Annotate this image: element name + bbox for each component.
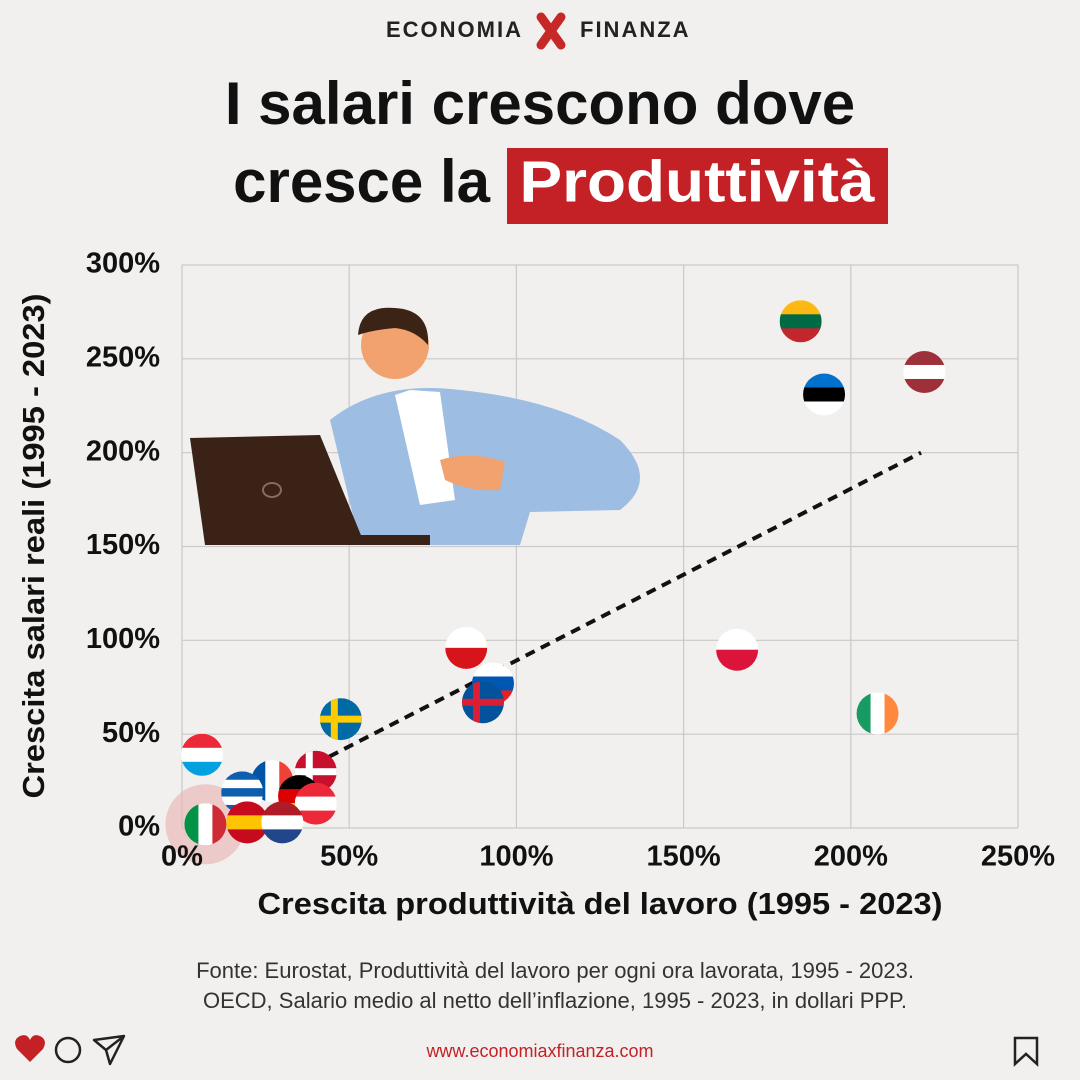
flag-point	[226, 801, 269, 844]
flag-stripe	[884, 692, 899, 735]
flag-stripe	[471, 662, 514, 677]
flag-stripe	[445, 626, 488, 649]
footer-url[interactable]: www.economiaxfinanza.com	[425, 1041, 653, 1061]
plot	[181, 300, 946, 846]
comment-icon[interactable]	[54, 1036, 82, 1064]
flag-point	[856, 692, 899, 735]
illustration	[190, 307, 640, 545]
y-axis-label: Crescita salari reali (1995 - 2023)	[16, 294, 51, 799]
y-tick-label: 100%	[86, 623, 160, 655]
flag-point	[184, 803, 227, 846]
y-tick-label: 250%	[86, 341, 160, 373]
title-highlight-box	[507, 148, 888, 224]
flag-point	[716, 628, 759, 671]
flag-stripe	[903, 350, 946, 366]
title-line: I salari crescono dove	[225, 70, 855, 137]
flag-stripe	[226, 801, 269, 816]
flag-stripe	[870, 692, 886, 735]
flag-stripe	[261, 829, 304, 844]
x-tick-label: 250%	[981, 841, 1055, 873]
flag-stripe	[181, 761, 224, 776]
flag-stripe	[903, 378, 946, 393]
flag-stripe	[903, 364, 946, 380]
y-tick-label: 300%	[86, 248, 160, 280]
y-tick-label: 50%	[102, 717, 160, 749]
flag-stripe	[221, 788, 264, 798]
flag-stripe	[226, 815, 269, 830]
flag-point	[445, 626, 488, 669]
flag-stripe	[221, 779, 264, 789]
flag-stripe	[221, 771, 264, 781]
flag-stripe	[856, 692, 872, 735]
flag-stripe	[779, 314, 822, 329]
y-tick-label: 0%	[118, 811, 160, 843]
like-icon[interactable]	[15, 1035, 45, 1062]
title-line: cresce la	[233, 148, 491, 215]
flag-point	[319, 698, 362, 741]
flag-cross	[461, 698, 504, 706]
flag-point	[903, 350, 946, 393]
flag-stripe	[803, 401, 846, 416]
trend-line	[328, 450, 922, 759]
flag-stripe	[184, 803, 199, 846]
flag-stripe	[716, 628, 759, 651]
flag-stripe	[445, 647, 488, 669]
x-tick-label: 50%	[320, 841, 378, 873]
flag-point	[461, 681, 504, 724]
y-tick-label: 200%	[86, 435, 160, 467]
flag-stripe	[779, 328, 822, 343]
brand-right: FINANZA	[580, 17, 691, 42]
flag-stripe	[803, 373, 846, 388]
x-tick-label: 150%	[647, 841, 721, 873]
flag-stripe	[181, 733, 224, 749]
flag-point	[294, 782, 337, 825]
flag-stripe	[265, 760, 280, 803]
flag-stripe	[294, 796, 337, 812]
source-line: OECD, Salario medio al netto dell’inflaz…	[203, 988, 907, 1013]
flag-stripe	[716, 649, 759, 671]
flag-stripe	[294, 782, 337, 798]
flag-stripe	[779, 300, 822, 315]
source-line: Fonte: Eurostat, Produttività del lavoro…	[196, 958, 914, 983]
x-tick-label: 200%	[814, 841, 888, 873]
brand-x	[536, 12, 566, 50]
x-tick-label: 100%	[479, 841, 553, 873]
flag-stripe	[198, 803, 213, 846]
flag-point	[181, 733, 224, 776]
brand-left: ECONOMIA	[386, 17, 523, 42]
x-tick-label: 0%	[161, 841, 203, 873]
flag-cross	[319, 715, 362, 723]
flag-stripe	[294, 810, 337, 825]
flag-stripe	[221, 796, 264, 806]
flag-stripe	[261, 815, 304, 830]
flag-point	[803, 373, 846, 416]
title-highlight: Produttività	[520, 149, 876, 214]
flag-point	[779, 300, 822, 343]
flag-point	[261, 801, 304, 844]
flag-stripe	[212, 803, 227, 846]
flag-stripe	[261, 801, 304, 816]
flag-stripe	[803, 387, 846, 402]
y-tick-label: 150%	[86, 529, 160, 561]
bookmark-icon[interactable]	[1013, 1036, 1039, 1067]
share-icon[interactable]	[92, 1034, 126, 1066]
flag-stripe	[226, 829, 269, 844]
x-axis-label: Crescita produttività del lavoro (1995 -…	[258, 886, 943, 921]
flag-cross	[294, 768, 337, 776]
flag-stripe	[181, 747, 224, 763]
